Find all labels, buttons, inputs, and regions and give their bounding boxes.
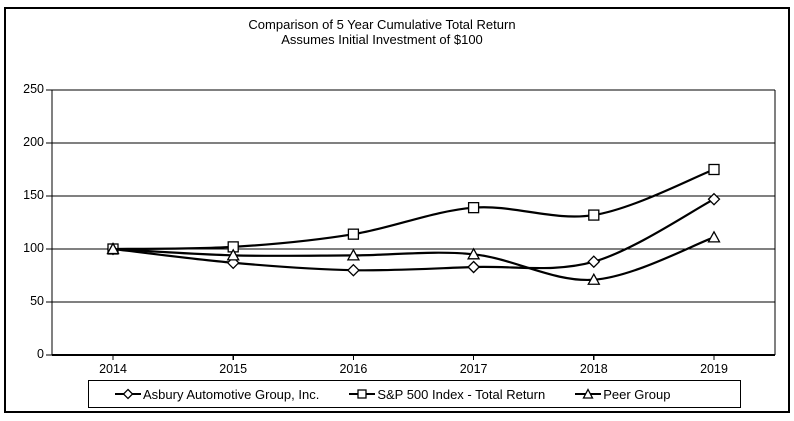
legend-diamond-icon [115, 388, 141, 400]
diamond-marker [467, 260, 481, 274]
chart-title-block: Comparison of 5 Year Cumulative Total Re… [0, 17, 764, 47]
triangle-marker [226, 248, 240, 261]
x-tick-label: 2017 [459, 362, 488, 376]
y-tick-label: 250 [23, 82, 44, 96]
x-tick-label: 2016 [339, 362, 368, 376]
square-marker [588, 209, 600, 221]
triangle-marker [587, 272, 601, 285]
x-tick-label: 2015 [219, 362, 248, 376]
x-tick-label: 2019 [700, 362, 728, 376]
triangle-marker [467, 247, 481, 260]
legend-triangle-icon [575, 388, 602, 399]
series-line-diamond [112, 198, 715, 272]
series-line-triangle [112, 236, 715, 282]
square-marker [347, 228, 360, 240]
diamond-marker [587, 255, 601, 269]
legend-label: S&P 500 Index - Total Return [377, 386, 546, 402]
chart-subtitle: Assumes Initial Investment of $100 [281, 32, 483, 47]
y-tick-label: 150 [23, 188, 44, 202]
x-tick-label: 2014 [99, 362, 127, 376]
y-tick-label: 0 [37, 347, 44, 361]
chart-frame [4, 7, 790, 413]
triangle-marker [106, 242, 120, 255]
legend-label: Asbury Automotive Group, Inc. [143, 386, 320, 402]
square-marker [467, 202, 480, 214]
diamond-marker [707, 192, 721, 206]
y-tick-label: 100 [23, 241, 44, 255]
triangle-marker [707, 230, 721, 243]
legend-item: Peer Group [575, 387, 670, 402]
legend-label: Peer Group [603, 386, 671, 402]
legend: Asbury Automotive Group, Inc. S&P 500 Ind… [88, 380, 741, 408]
series-line-square [112, 168, 715, 251]
legend-item: S&P 500 Index - Total Return [349, 387, 545, 402]
chart-title: Comparison of 5 Year Cumulative Total Re… [248, 17, 516, 32]
legend-item: Asbury Automotive Group, Inc. [115, 387, 319, 402]
y-tick-label: 200 [23, 135, 44, 149]
x-tick-label: 2018 [579, 362, 608, 376]
y-tick-label: 50 [30, 294, 44, 308]
triangle-marker [346, 248, 360, 261]
diamond-marker [346, 263, 360, 277]
legend-square-icon [349, 389, 376, 399]
square-marker [708, 163, 720, 176]
